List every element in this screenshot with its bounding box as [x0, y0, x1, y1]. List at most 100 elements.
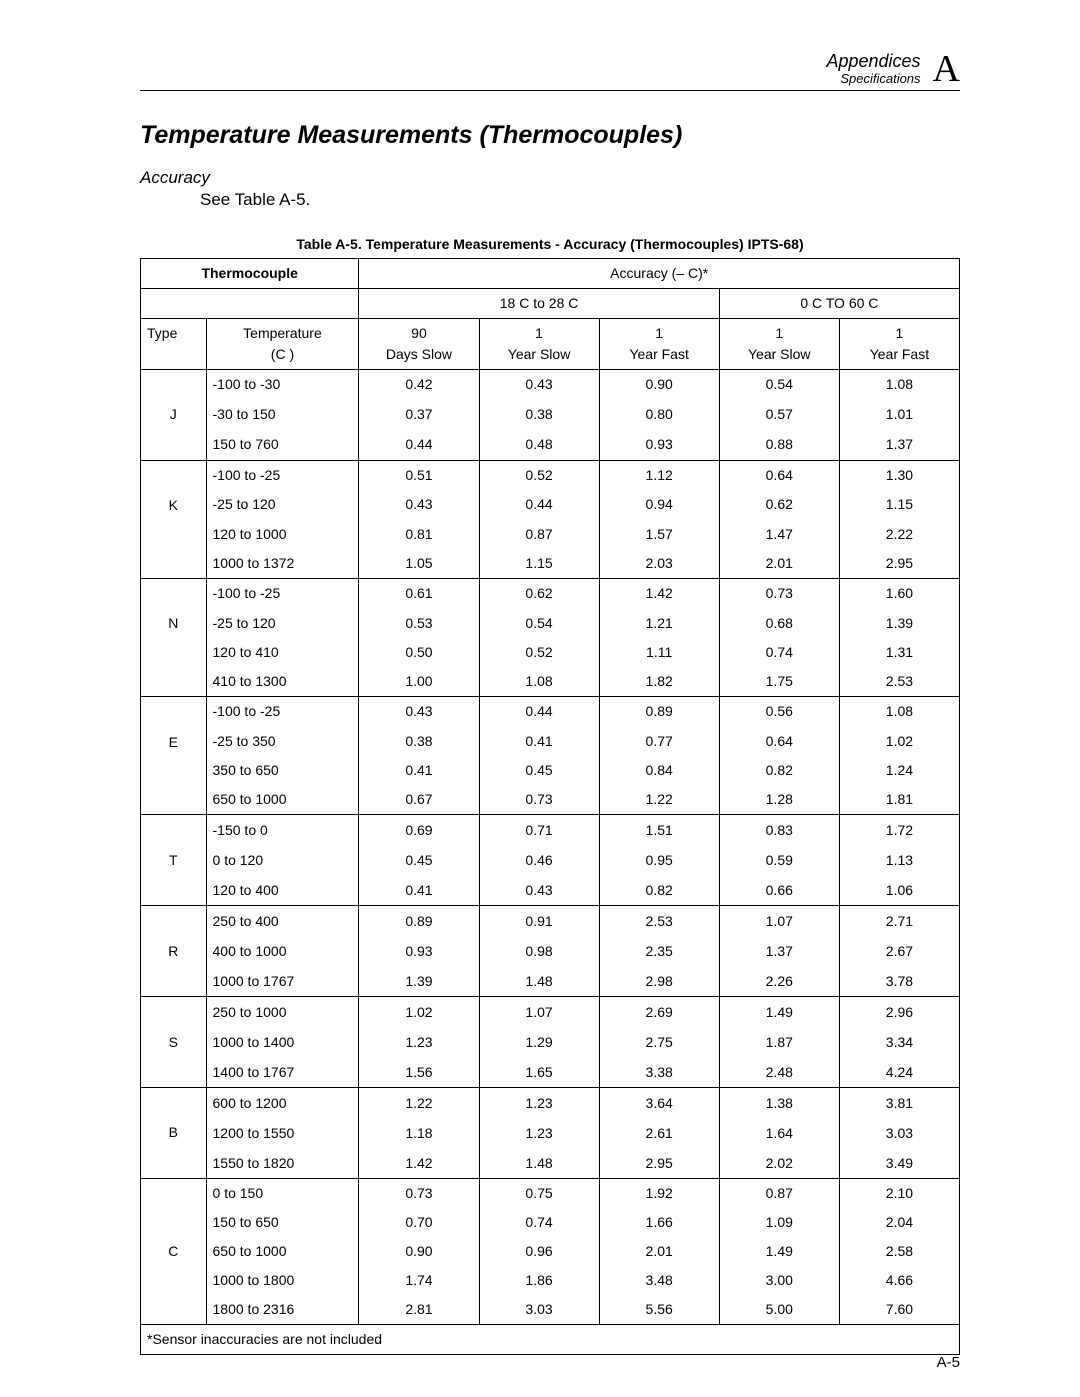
cell-value: 2.02: [719, 1148, 839, 1178]
cell-temp-range: -100 to -30: [206, 370, 359, 400]
cell-temp-range: 0 to 150: [206, 1179, 359, 1209]
cell-value: 0.52: [479, 638, 599, 667]
cell-value: 1.42: [599, 579, 719, 609]
cell-temp-range: 120 to 1000: [206, 519, 359, 548]
cell-value: 0.93: [599, 430, 719, 460]
cell-value: 2.58: [839, 1237, 959, 1266]
cell-value: 2.95: [599, 1148, 719, 1178]
cell-value: 0.56: [719, 697, 839, 727]
cell-temp-range: 600 to 1200: [206, 1088, 359, 1118]
cell-value: 0.54: [719, 370, 839, 400]
cell-value: 0.82: [599, 875, 719, 905]
cell-temp-range: -30 to 150: [206, 400, 359, 430]
cell-value: 2.03: [599, 549, 719, 579]
col-type: Type: [141, 319, 207, 370]
cell-value: 2.01: [719, 549, 839, 579]
cell-value: 2.71: [839, 906, 959, 936]
cell-value: 1.02: [839, 727, 959, 756]
cell-value: 1.64: [719, 1118, 839, 1148]
table-row: K -100 to -250.510.521.120.641.30: [141, 460, 960, 490]
table-row: 150 to 6500.700.741.661.092.04: [141, 1208, 960, 1237]
cell-value: 0.93: [359, 936, 479, 966]
cell-value: 1.08: [839, 370, 959, 400]
table-row: 1000 to 17671.391.482.982.263.78: [141, 966, 960, 996]
cell-value: 3.38: [599, 1057, 719, 1087]
cell-value: 0.45: [359, 845, 479, 875]
col-accuracy: Accuracy (– C)*: [359, 259, 960, 289]
cell-temp-range: 1200 to 1550: [206, 1118, 359, 1148]
cell-value: 0.88: [719, 430, 839, 460]
table-row: B 600 to 12001.221.233.641.383.81: [141, 1088, 960, 1118]
cell-value: 1.92: [599, 1179, 719, 1209]
cell-value: 2.48: [719, 1057, 839, 1087]
cell-value: 0.66: [719, 875, 839, 905]
cell-value: 1.06: [839, 875, 959, 905]
cell-value: 2.22: [839, 519, 959, 548]
cell-value: 0.98: [479, 936, 599, 966]
cell-value: 2.04: [839, 1208, 959, 1237]
cell-value: 3.00: [719, 1266, 839, 1295]
cell-value: 0.57: [719, 400, 839, 430]
cell-temp-range: 410 to 1300: [206, 667, 359, 697]
cell-value: 2.53: [599, 906, 719, 936]
cell-value: 0.89: [599, 697, 719, 727]
cell-value: 1.08: [839, 697, 959, 727]
cell-value: 0.50: [359, 638, 479, 667]
table-row: 1000 to 13721.051.152.032.012.95: [141, 549, 960, 579]
cell-value: 1.30: [839, 460, 959, 490]
cell-value: 3.49: [839, 1148, 959, 1178]
cell-value: 0.80: [599, 400, 719, 430]
cell-value: 2.61: [599, 1118, 719, 1148]
col-1y-slow: 1Year Slow: [479, 319, 599, 370]
cell-value: 1.82: [599, 667, 719, 697]
cell-temp-range: -100 to -25: [206, 579, 359, 609]
cell-value: 2.98: [599, 966, 719, 996]
cell-value: 1.09: [719, 1208, 839, 1237]
cell-value: 0.37: [359, 400, 479, 430]
cell-value: 0.46: [479, 845, 599, 875]
cell-value: 1.39: [839, 608, 959, 637]
cell-value: 5.00: [719, 1295, 839, 1325]
cell-value: 1.48: [479, 966, 599, 996]
page-header: Appendices Specifications A: [140, 50, 960, 91]
table-row: 1400 to 17671.561.653.382.484.24: [141, 1057, 960, 1087]
subheading: Accuracy: [140, 168, 960, 188]
col-1y-fast: 1Year Fast: [599, 319, 719, 370]
cell-value: 0.62: [719, 490, 839, 519]
table-row: 1550 to 18201.421.482.952.023.49: [141, 1148, 960, 1178]
cell-value: 1.11: [599, 638, 719, 667]
cell-temp-range: 150 to 760: [206, 430, 359, 460]
cell-type: B: [141, 1088, 207, 1179]
cell-value: 0.74: [479, 1208, 599, 1237]
cell-value: 0.70: [359, 1208, 479, 1237]
cell-value: 0.44: [359, 430, 479, 460]
cell-value: 5.56: [599, 1295, 719, 1325]
cell-value: 3.34: [839, 1027, 959, 1057]
cell-value: 3.78: [839, 966, 959, 996]
cell-value: 0.87: [719, 1179, 839, 1209]
table-row: C 0 to 1500.730.751.920.872.10: [141, 1179, 960, 1209]
cell-value: 1.87: [719, 1027, 839, 1057]
cell-value: 1.07: [479, 997, 599, 1027]
cell-value: 1.66: [599, 1208, 719, 1237]
table-row: -25 to 1200.530.541.210.681.39: [141, 608, 960, 637]
cell-value: 1.00: [359, 667, 479, 697]
cell-type: R: [141, 906, 207, 997]
cell-value: 2.10: [839, 1179, 959, 1209]
cell-value: 0.44: [479, 697, 599, 727]
cell-temp-range: 250 to 1000: [206, 997, 359, 1027]
cell-value: 1.49: [719, 1237, 839, 1266]
cell-value: 0.96: [479, 1237, 599, 1266]
cell-temp-range: -100 to -25: [206, 460, 359, 490]
cell-value: 1.08: [479, 667, 599, 697]
cell-value: 0.41: [479, 727, 599, 756]
cell-value: 0.43: [479, 370, 599, 400]
cell-value: 1.42: [359, 1148, 479, 1178]
header-appendices: Appendices: [826, 52, 920, 72]
table-row: 1200 to 15501.181.232.611.643.03: [141, 1118, 960, 1148]
cell-value: 0.83: [719, 815, 839, 845]
cell-value: 1.29: [479, 1027, 599, 1057]
cell-value: 0.74: [719, 638, 839, 667]
cell-value: 0.51: [359, 460, 479, 490]
cell-value: 1.21: [599, 608, 719, 637]
